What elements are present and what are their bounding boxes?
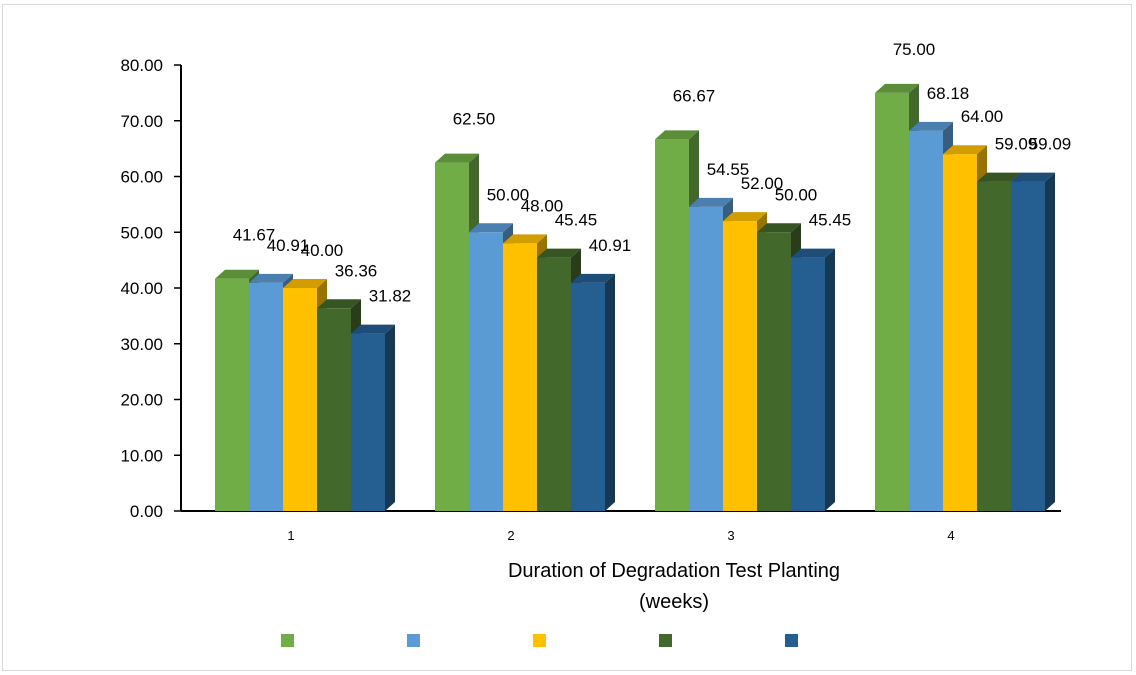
bar-front	[791, 257, 825, 511]
bar-top	[791, 248, 835, 258]
y-tick-label: 0.00	[130, 502, 163, 521]
legend-swatch	[785, 634, 798, 647]
bar-front	[689, 206, 723, 512]
bar-front	[943, 154, 977, 511]
bar-top	[351, 324, 395, 334]
bar-side	[385, 324, 395, 511]
bar-front	[317, 308, 351, 511]
bar	[1011, 172, 1055, 512]
y-tick-label: 40.00	[120, 279, 163, 298]
data-label: 45.45	[555, 211, 598, 230]
bar-top	[215, 269, 259, 279]
bar-top	[757, 223, 801, 233]
bar-front	[249, 282, 283, 511]
data-label: 36.36	[335, 261, 378, 280]
y-tick-label: 30.00	[120, 335, 163, 354]
x-axis-ticks: 1 2 3 4	[287, 528, 954, 543]
y-tick-label: 70.00	[120, 112, 163, 131]
bar-top	[943, 145, 987, 155]
data-label: 40.00	[301, 241, 344, 260]
data-label: 75.00	[893, 40, 936, 59]
bar-top	[909, 121, 953, 131]
bar-front	[655, 139, 689, 511]
bar-front	[723, 221, 757, 511]
x-tick-label: 4	[947, 528, 954, 543]
bar-front	[283, 288, 317, 511]
x-tick-label: 2	[507, 528, 514, 543]
data-label: 48.00	[521, 196, 564, 215]
bar	[791, 248, 835, 511]
bar-top	[571, 273, 615, 283]
y-tick-label: 60.00	[120, 168, 163, 187]
bar-front	[435, 162, 469, 511]
bar-front	[537, 257, 571, 511]
bar-top	[249, 273, 293, 283]
data-label: 40.91	[267, 236, 310, 255]
bar-front	[1011, 181, 1045, 512]
bar-top	[875, 83, 919, 93]
data-labels-group: 41.6740.9140.0036.3631.8262.5050.0048.00…	[233, 40, 1072, 306]
data-label: 31.82	[369, 287, 412, 306]
bar-top	[283, 279, 327, 288]
bar-top	[977, 172, 1021, 182]
bar-side	[605, 273, 615, 511]
bar-front	[215, 278, 249, 511]
bar-front	[469, 232, 503, 511]
legend-swatch	[281, 634, 294, 647]
data-label: 50.00	[487, 185, 530, 204]
bar-top	[317, 299, 361, 309]
y-tick-label: 80.00	[120, 56, 163, 75]
legend-swatch	[407, 634, 420, 647]
bar-side	[1045, 172, 1055, 512]
y-tick-label: 10.00	[120, 446, 163, 465]
data-label: 45.45	[809, 211, 852, 230]
bar-front	[909, 130, 943, 512]
bar-top	[689, 197, 733, 207]
x-axis-title-line2: (weeks)	[639, 591, 709, 613]
bar-front	[875, 92, 909, 511]
bar-top	[655, 130, 699, 140]
data-label: 41.67	[233, 226, 276, 245]
bars-group	[215, 83, 1055, 512]
y-tick-label: 20.00	[120, 391, 163, 410]
data-label: 62.50	[453, 110, 496, 129]
data-label: 54.55	[707, 160, 750, 179]
legend-swatch	[659, 634, 672, 647]
data-label: 68.18	[927, 84, 970, 103]
data-label: 50.00	[775, 185, 818, 204]
x-tick-label: 3	[727, 528, 734, 543]
bar	[571, 273, 615, 511]
x-axis-title-line1: Duration of Degradation Test Planting	[508, 560, 840, 582]
bar-front	[977, 181, 1011, 512]
data-label: 59.09	[995, 135, 1038, 154]
y-axis-ticks: 0.00 10.00 20.00 30.00 40.00 50.00 60.00 70.00 8…	[120, 56, 181, 521]
data-label: 40.91	[589, 236, 632, 255]
data-label: 64.00	[961, 107, 1004, 126]
bar-top	[469, 223, 513, 233]
bar-top	[537, 248, 581, 258]
bar-top	[503, 234, 547, 244]
bar-front	[571, 282, 605, 511]
y-tick-label: 50.00	[120, 223, 163, 242]
bar-front	[503, 243, 537, 511]
bar-side	[825, 248, 835, 511]
legend	[281, 634, 798, 647]
bar	[351, 324, 395, 511]
bar-top	[435, 153, 479, 163]
data-label: 52.00	[741, 174, 784, 193]
legend-swatch	[533, 634, 546, 647]
bar-top	[1011, 172, 1055, 182]
data-label: 66.67	[673, 86, 716, 105]
data-label: 59.09	[1029, 135, 1072, 154]
x-tick-label: 1	[287, 528, 294, 543]
bar-top	[723, 212, 767, 222]
bar-front	[757, 232, 791, 511]
bar-front	[351, 333, 385, 511]
